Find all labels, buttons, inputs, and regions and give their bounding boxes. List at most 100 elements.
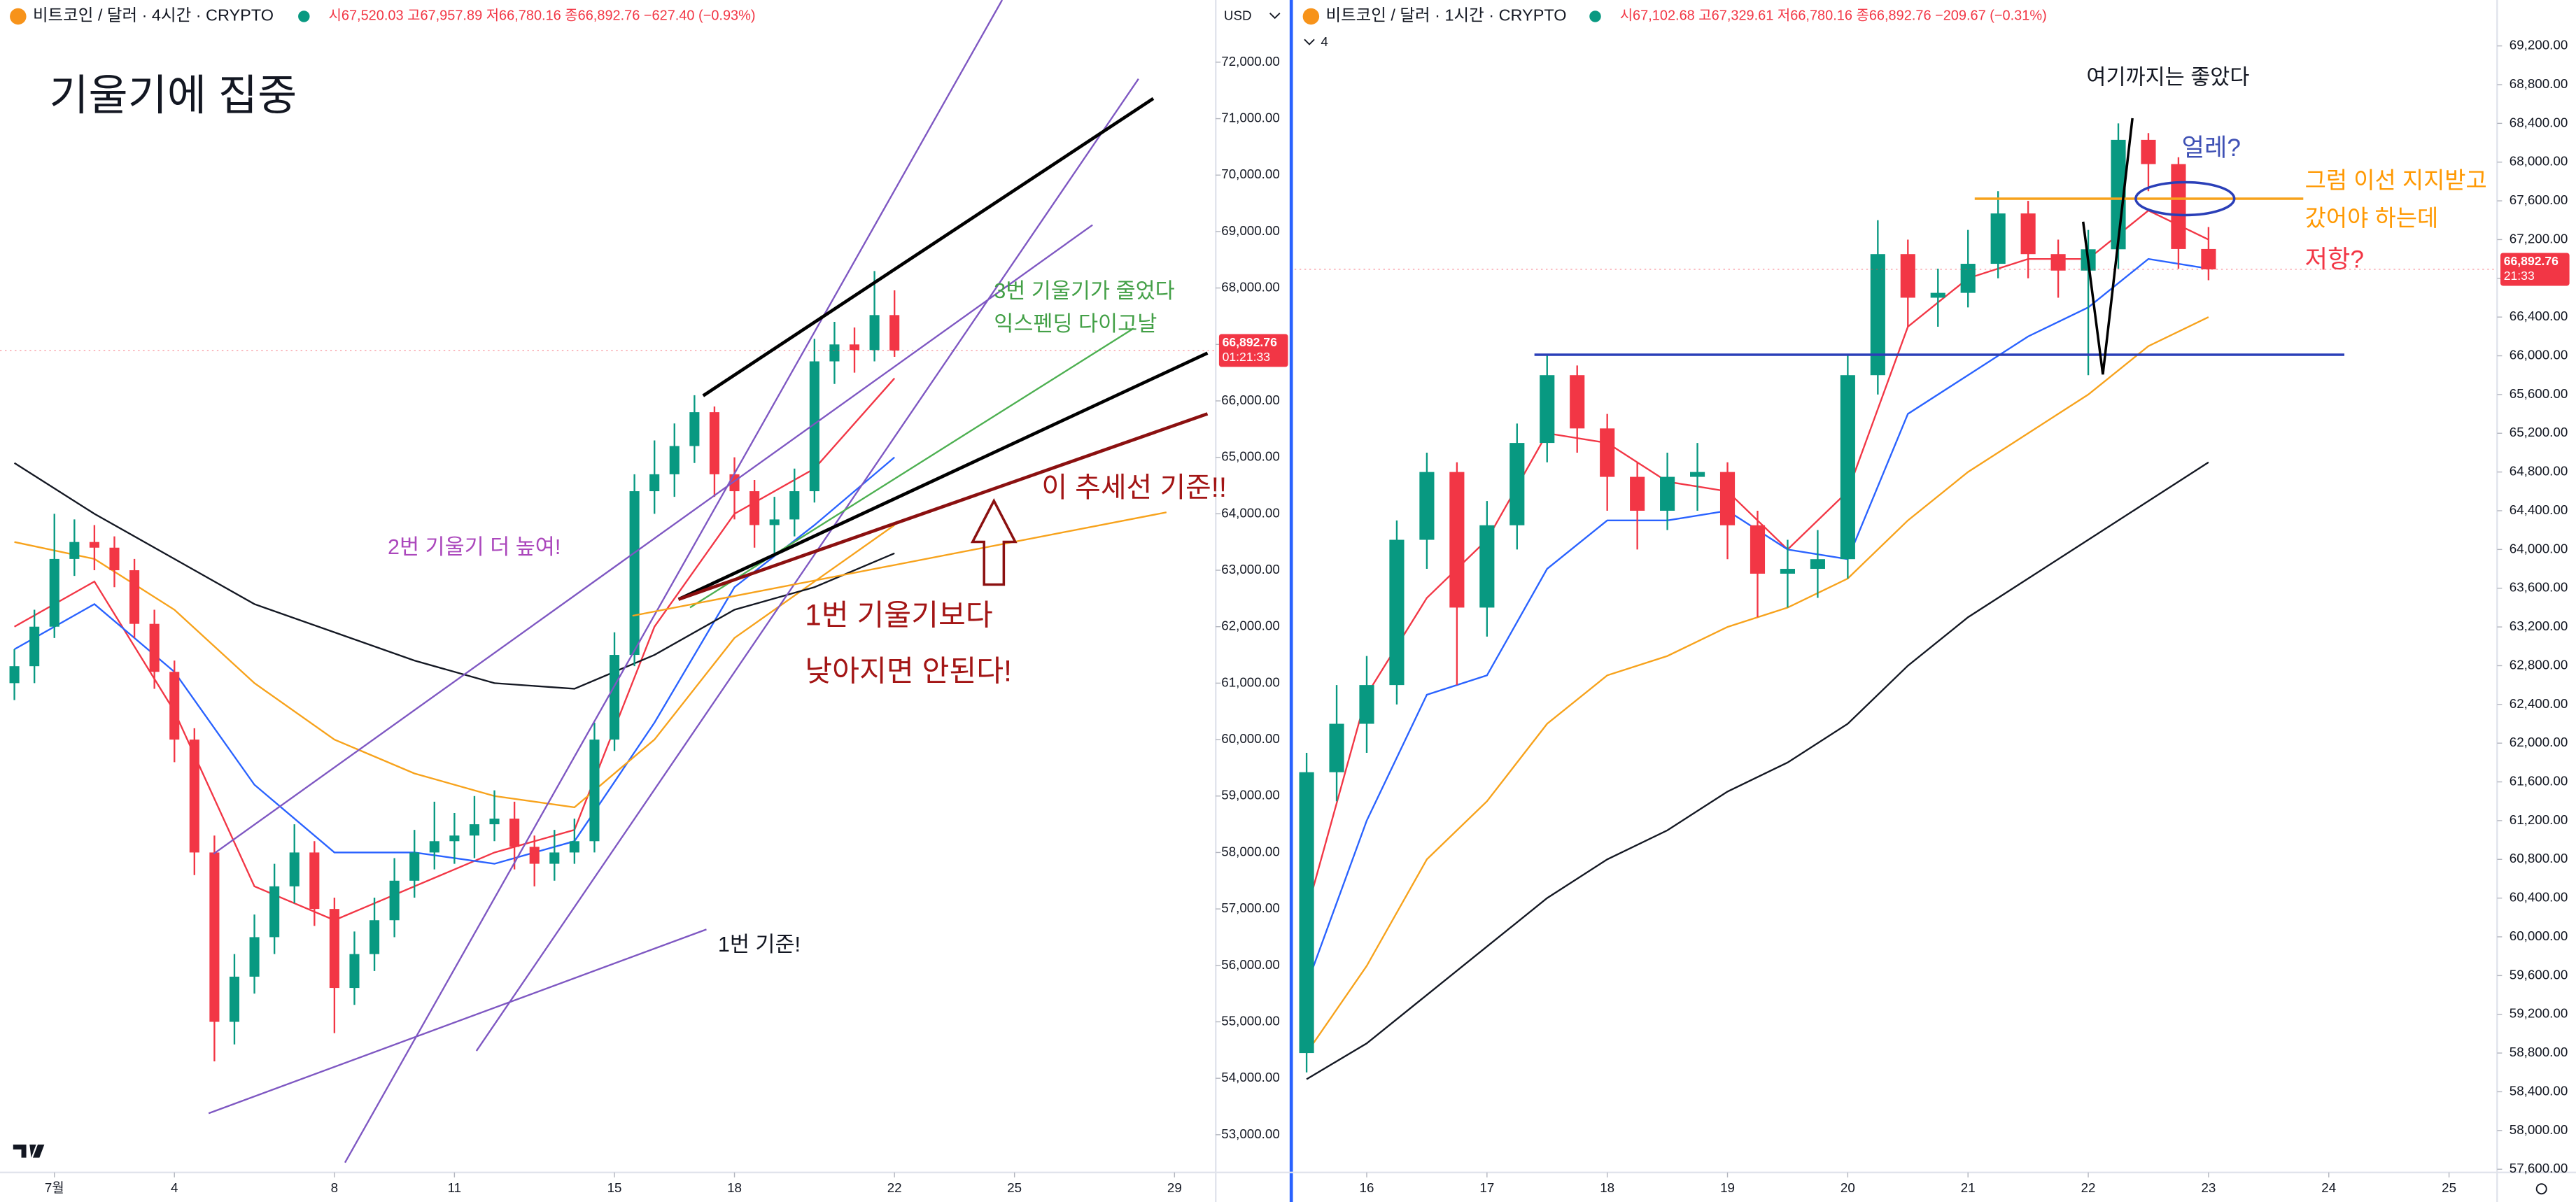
candle-body — [1570, 375, 1585, 429]
annotation: 1번 기울기보다 — [805, 599, 993, 632]
y-tick-label: 60,800.00 — [2510, 851, 2568, 865]
candle-body — [1359, 685, 1374, 724]
x-tick-label: 25 — [2442, 1180, 2456, 1195]
candle-body — [789, 491, 800, 520]
candle-body — [1780, 569, 1796, 574]
x-tick-label: 21 — [1961, 1180, 1976, 1195]
y-tick-label: 66,000.00 — [1221, 393, 1279, 407]
chevron[interactable] — [1304, 38, 1315, 45]
x-tick-label: 18 — [727, 1180, 742, 1195]
candle-body — [369, 920, 380, 954]
x-tick-label: 16 — [1360, 1180, 1374, 1195]
annotation: 저항? — [2305, 246, 2364, 273]
candle-body — [1419, 472, 1435, 540]
y-tick-label: 63,000.00 — [1221, 562, 1279, 577]
y-tick-label: 61,600.00 — [2510, 773, 2568, 788]
candle-body — [289, 852, 300, 886]
y-tick-label: 65,600.00 — [2510, 386, 2568, 401]
candle-body — [1329, 723, 1344, 772]
moving-average — [14, 524, 895, 809]
indicator-count[interactable]: 4 — [1321, 34, 1328, 49]
candle-body — [249, 937, 260, 977]
candle-body — [2111, 139, 2126, 250]
annotation: 3번 기울기가 줄었다 — [994, 279, 1174, 303]
y-tick-label: 60,400.00 — [2510, 890, 2568, 905]
annotation: 기울기에 집중 — [49, 71, 297, 119]
price-tag — [1218, 334, 1288, 367]
candle-body — [529, 847, 540, 864]
candle-body — [1449, 472, 1465, 608]
annotation: 얼레? — [2182, 134, 2241, 162]
candle-body — [1930, 292, 1945, 298]
y-tick-label: 68,000.00 — [2510, 154, 2568, 169]
y-tick-label: 59,200.00 — [2510, 1006, 2568, 1021]
arrow-up — [970, 498, 1018, 586]
candle-body — [309, 852, 320, 910]
y-tick-label: 63,600.00 — [2510, 580, 2568, 595]
candle-body — [1719, 472, 1736, 525]
candle-body — [1870, 254, 1885, 376]
candle-body — [2201, 248, 2216, 269]
y-tick-label: 62,400.00 — [2510, 696, 2568, 711]
candle-body — [189, 740, 199, 853]
moving-average — [14, 377, 896, 921]
candle-body — [809, 361, 819, 492]
y-tick-label: 68,400.00 — [2510, 115, 2568, 129]
candle-body — [1900, 254, 1915, 298]
x-tick-label: 15 — [607, 1180, 622, 1195]
x-tick-label: 23 — [2201, 1180, 2216, 1195]
y-tick-label: 62,800.00 — [2510, 657, 2568, 672]
y-tick-label: 63,200.00 — [2510, 618, 2568, 633]
candle-body — [769, 519, 780, 525]
annotation: 낮아지면 안된다! — [805, 654, 1012, 687]
candle-body — [849, 344, 860, 351]
trendline — [213, 224, 1093, 855]
candle-body — [829, 344, 840, 362]
candle-body — [1689, 472, 1705, 477]
y-tick-label: 55,000.00 — [1221, 1013, 1279, 1028]
candle-body — [329, 909, 339, 989]
annotation: 이 추세선 기준!! — [1041, 472, 1227, 503]
x-tick-label: 18 — [1600, 1180, 1614, 1195]
chart-pane — [0, 271, 1216, 1061]
y-tick-label: 60,000.00 — [2510, 928, 2568, 943]
y-tick-label: 57,000.00 — [1221, 900, 1279, 915]
ohlc: 시67,520.03 고67,957.89 저66,780.16 종66,892… — [329, 8, 756, 24]
x-tick-label: 7월 — [45, 1180, 64, 1195]
trendline — [702, 97, 1155, 397]
candle-body — [1990, 213, 2006, 264]
candle-body — [229, 976, 240, 1022]
candle-body — [669, 446, 680, 474]
y-tick-label: 64,800.00 — [2510, 464, 2568, 479]
candle-body — [449, 835, 460, 842]
candle-body — [169, 672, 180, 740]
candle-body — [609, 655, 620, 740]
y-tick-label: 69,000.00 — [1221, 223, 1279, 238]
countdown: 21:33 — [2504, 269, 2535, 283]
settings-icon[interactable] — [2535, 1183, 2547, 1195]
candle-body — [1299, 772, 1314, 1054]
candle-body — [209, 852, 220, 1022]
y-tick-label: 69,200.00 — [2510, 38, 2568, 52]
candle-body — [569, 841, 579, 853]
y-tick-label: 59,600.00 — [2510, 967, 2568, 982]
y-tick-label: 68,000.00 — [1221, 280, 1279, 295]
candle-body — [589, 740, 600, 842]
candle-body — [709, 412, 719, 474]
candle-body — [689, 412, 700, 446]
y-tick-label: 54,000.00 — [1221, 1070, 1279, 1084]
candle-body — [2141, 139, 2156, 164]
y-tick-label: 71,000.00 — [1221, 111, 1279, 125]
y-tick-label: 70,000.00 — [1221, 167, 1279, 181]
x-tick-label: 8 — [331, 1180, 338, 1195]
candle-body — [1389, 539, 1405, 686]
x-tick-label: 29 — [1167, 1180, 1182, 1195]
x-tick-label: 24 — [2321, 1180, 2336, 1195]
x-tick-label: 19 — [1720, 1180, 1735, 1195]
x-tick-label: 17 — [1479, 1180, 1494, 1195]
y-tick-label: 58,000.00 — [1221, 844, 1279, 858]
candle-body — [389, 880, 400, 921]
candle-body — [2171, 164, 2186, 249]
candle-body — [889, 315, 900, 351]
